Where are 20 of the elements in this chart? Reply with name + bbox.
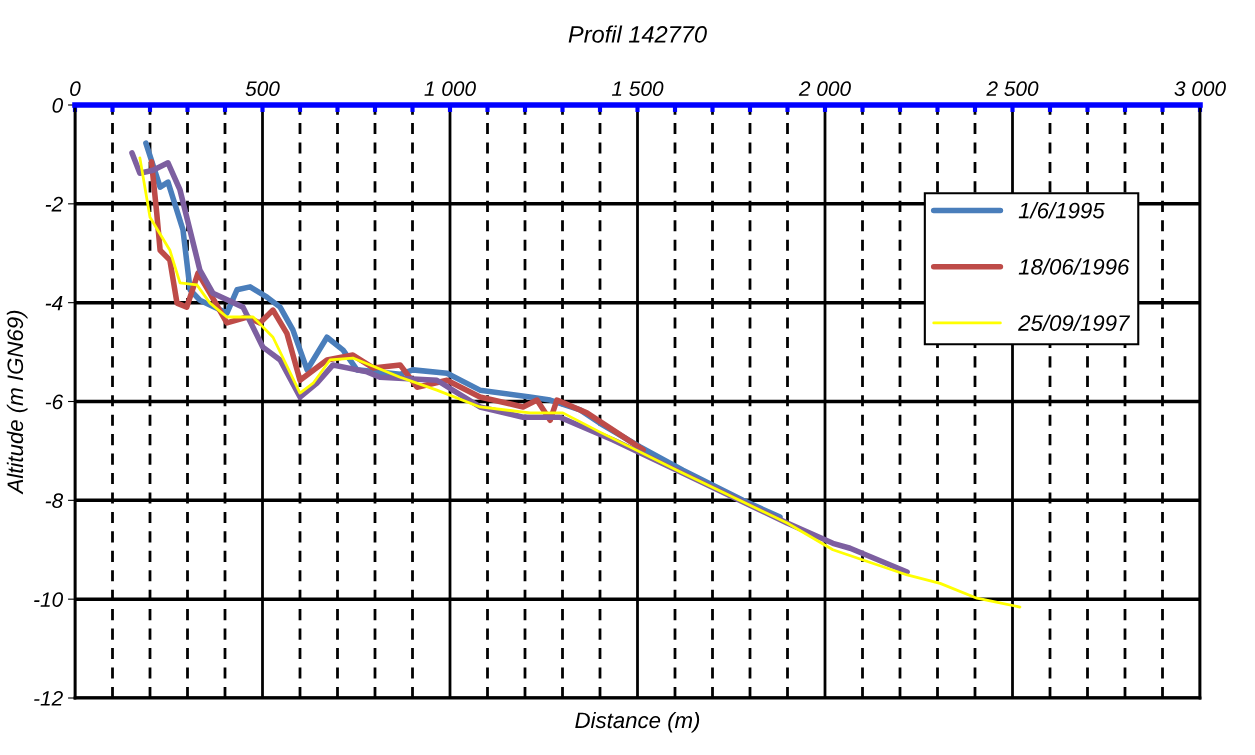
x-tick-label: 3 000 bbox=[1174, 81, 1226, 97]
legend-label: 1/6/1995 bbox=[1018, 202, 1105, 219]
x-tick-label: 2 000 bbox=[798, 81, 851, 97]
y-tick-label: -12 bbox=[34, 691, 63, 706]
chart-title: Profil 142770 bbox=[568, 25, 707, 43]
y-tick-label: -6 bbox=[45, 394, 64, 410]
y-tick-label: -8 bbox=[45, 493, 64, 509]
x-tick-label: 2 500 bbox=[986, 81, 1039, 97]
y-tick-label: -2 bbox=[45, 196, 63, 212]
x-tick-label: 1 000 bbox=[424, 81, 476, 97]
x-tick-label: 0 bbox=[70, 81, 81, 97]
x-tick-label: 1 500 bbox=[611, 81, 664, 97]
y-tick-label: -4 bbox=[45, 295, 63, 311]
y-axis-title: Altitude (m IGN69) bbox=[6, 310, 28, 495]
legend-label: 25/09/1997 bbox=[1018, 314, 1131, 331]
y-tick-label: -10 bbox=[34, 592, 64, 607]
x-axis-title: Distance (m) bbox=[575, 711, 700, 733]
x-tick-label: 500 bbox=[245, 81, 280, 97]
legend-label: 18/06/1996 bbox=[1018, 258, 1130, 275]
y-tick-label: 0 bbox=[52, 98, 64, 113]
